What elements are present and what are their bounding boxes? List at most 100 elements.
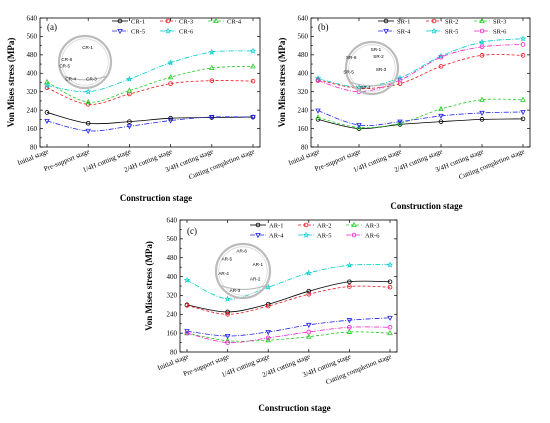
inset-label: SR-1: [371, 47, 382, 52]
series-line-SR-6: [317, 44, 524, 93]
data-point-marker: [209, 115, 215, 121]
data-point-marker: [44, 118, 50, 125]
data-point-marker: [224, 295, 231, 302]
inset-base-arc: [350, 81, 394, 87]
legend-label: SR-6: [493, 28, 507, 35]
inset-label: CR-1: [82, 45, 93, 50]
data-point-marker: [438, 64, 444, 69]
inset-label: CR-4: [65, 76, 76, 81]
data-point-marker: [184, 330, 190, 336]
plot-frame: [310, 17, 531, 148]
data-point-marker: [225, 311, 230, 317]
data-point-marker: [347, 324, 352, 330]
data-point-marker: [387, 315, 393, 321]
legend-label: AR-4: [269, 232, 284, 239]
data-point-marker: [84, 88, 92, 95]
data-point-marker: [225, 309, 230, 315]
data-point-marker: [127, 119, 132, 124]
y-tick-label: 320: [27, 88, 38, 96]
data-point-marker: [383, 28, 389, 35]
data-point-marker: [165, 18, 171, 24]
series-line-SR-4: [317, 110, 524, 126]
legend-label: SR-4: [397, 28, 411, 35]
data-point-marker: [347, 279, 352, 285]
y-axis-title: Von Mises stress (MPa): [277, 38, 287, 128]
inset-label: SR-2: [373, 54, 384, 59]
y-tick-label: 480: [167, 254, 178, 262]
data-point-marker: [430, 27, 438, 34]
series-line-CR-6: [46, 50, 254, 93]
y-tick-label: 80: [301, 143, 309, 151]
legend-label: SR-3: [493, 18, 506, 25]
y-tick-label: 560: [27, 33, 38, 41]
y-tick-label: 400: [298, 70, 309, 78]
data-point-marker: [43, 82, 51, 89]
data-point-marker: [479, 17, 485, 24]
data-point-marker: [250, 78, 256, 84]
data-point-marker: [397, 120, 403, 126]
legend-label: AR-6: [365, 232, 380, 239]
data-point-marker: [520, 109, 526, 116]
data-point-marker: [520, 42, 526, 47]
y-tick-label: 640: [27, 14, 38, 22]
inset-ring: [344, 40, 400, 96]
data-point-marker: [168, 115, 173, 121]
data-point-marker: [265, 303, 271, 309]
data-point-marker: [386, 261, 394, 268]
inset-base-arc: [63, 75, 107, 81]
data-point-marker: [383, 18, 389, 24]
series-line-CR-1: [46, 112, 254, 125]
data-point-marker: [479, 110, 485, 117]
data-point-marker: [225, 340, 230, 345]
inset-label: AR-4: [218, 271, 229, 276]
data-point-marker: [265, 335, 271, 341]
inset-ring-inner: [61, 38, 109, 86]
panel-label: (c): [187, 226, 197, 236]
legend-label: SR-1: [397, 18, 410, 25]
data-point-marker: [315, 78, 321, 83]
series-line-AR-6: [186, 326, 391, 344]
data-point-marker: [306, 291, 312, 297]
legend-label: CR-6: [179, 28, 194, 35]
data-point-marker: [117, 18, 123, 24]
y-tick-label: 480: [27, 51, 38, 59]
data-point-marker: [265, 329, 271, 336]
series-line-CR-5: [46, 116, 254, 132]
legend-label: CR-5: [131, 28, 145, 35]
inset-label: CR-6: [61, 57, 72, 62]
data-point-marker: [397, 77, 403, 83]
series-line-AR-5: [186, 264, 391, 300]
y-tick-label: 560: [167, 235, 178, 243]
data-point-marker: [387, 324, 393, 330]
y-tick-label: 480: [298, 51, 309, 59]
data-point-marker: [168, 81, 173, 86]
y-tick-label: 400: [167, 273, 178, 281]
data-point-marker: [85, 98, 91, 105]
inset-label: SR-4: [360, 85, 371, 90]
inset-label: AR-1: [253, 262, 264, 267]
inset-base-arc: [220, 285, 266, 291]
data-point-marker: [306, 329, 312, 335]
data-point-marker: [250, 115, 256, 121]
inset-arch-sketch: AR-6AR-5 AR-1 AR-4 AR-2 AR-3: [214, 242, 272, 300]
data-point-marker: [213, 17, 219, 24]
panel-label: (b): [318, 22, 329, 32]
data-point-marker: [387, 284, 393, 290]
inset-label: SR-6: [346, 55, 357, 60]
data-point-marker: [479, 28, 485, 34]
x-axis-title: Construction stage: [258, 403, 330, 413]
plot-frame: [39, 17, 261, 148]
data-point-marker: [438, 105, 444, 111]
data-point-marker: [479, 53, 485, 58]
y-axis-title: Von Mises stress (MPa): [144, 241, 154, 331]
x-axis-title: Construction stage: [390, 201, 462, 211]
y-tick-label: 400: [27, 70, 38, 78]
y-tick-label: 160: [298, 125, 309, 133]
series-line-AR-3: [186, 331, 391, 342]
data-point-marker: [85, 128, 91, 135]
data-point-marker: [167, 74, 174, 80]
y-tick-label: 240: [298, 106, 309, 114]
inset-arch-sketch: SR-1 SR-2 SR-6 SR-5 SR-3 SR-4: [343, 40, 400, 96]
